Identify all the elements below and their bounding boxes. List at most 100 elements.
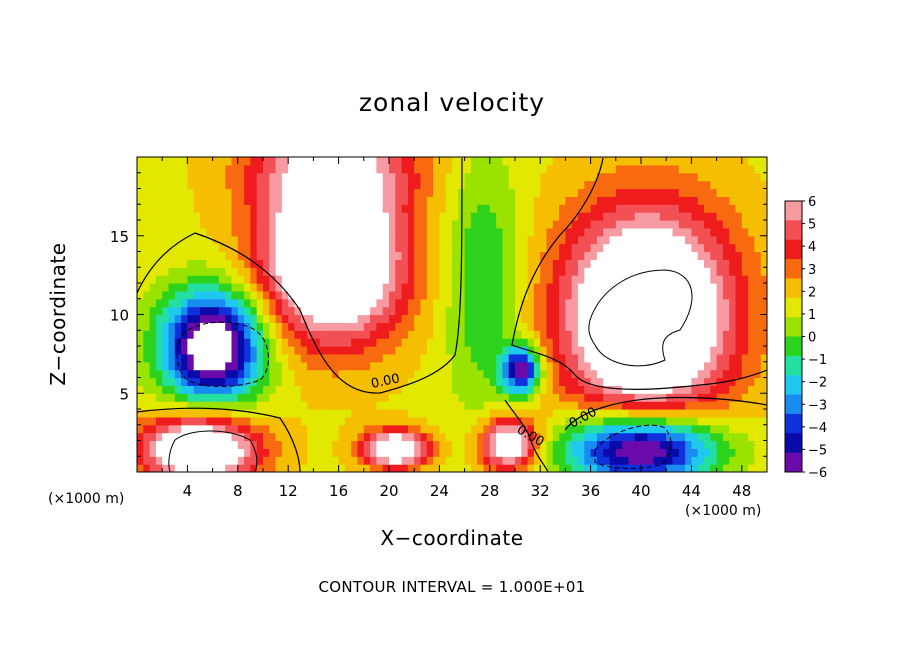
field-cell	[584, 369, 592, 379]
field-cell	[615, 409, 623, 418]
field-cell	[155, 227, 163, 237]
field-cell	[672, 432, 680, 442]
field-cell	[426, 298, 434, 308]
field-cell	[137, 290, 144, 300]
field-cell	[710, 290, 718, 300]
field-cell	[426, 424, 434, 434]
field-cell	[288, 220, 296, 229]
field-cell	[489, 172, 497, 182]
field-cell	[376, 172, 384, 182]
field-cell	[313, 243, 321, 253]
field-cell	[143, 416, 151, 426]
field-cell	[584, 306, 592, 316]
field-cell	[659, 204, 667, 213]
field-cell	[502, 385, 510, 394]
field-cell	[225, 259, 233, 268]
field-cell	[741, 432, 749, 442]
field-cell	[615, 440, 623, 449]
field-cell	[181, 393, 188, 402]
field-cell	[414, 432, 422, 442]
field-cell	[615, 330, 623, 339]
field-cell	[149, 330, 157, 339]
field-cell	[439, 314, 447, 323]
field-cell	[540, 196, 548, 205]
field-cell	[363, 346, 371, 355]
field-cell	[741, 361, 749, 371]
field-cell	[710, 204, 718, 213]
field-cell	[452, 377, 459, 386]
field-cell	[647, 164, 655, 174]
field-cell	[584, 275, 592, 284]
field-cell	[666, 259, 674, 268]
field-cell	[395, 377, 403, 386]
field-cell	[244, 440, 251, 449]
field-cell	[149, 220, 157, 229]
field-cell	[395, 188, 403, 197]
field-cell	[634, 220, 642, 229]
field-cell	[389, 220, 396, 229]
field-cell	[540, 448, 548, 457]
field-cell	[275, 243, 283, 253]
field-cell	[489, 188, 497, 197]
field-cell	[464, 369, 472, 379]
field-cell	[691, 456, 699, 465]
field-cell	[420, 275, 428, 284]
field-cell	[181, 346, 188, 355]
field-cell	[225, 212, 233, 221]
field-cell	[256, 164, 264, 174]
field-cell	[382, 456, 390, 465]
field-cell	[710, 440, 718, 449]
field-cell	[533, 346, 541, 355]
field-cell	[445, 204, 453, 213]
field-cell	[382, 290, 390, 300]
field-cell	[256, 283, 264, 292]
field-cell	[218, 464, 226, 472]
field-cell	[193, 353, 201, 363]
field-cell	[521, 220, 529, 229]
field-cell	[370, 196, 377, 205]
field-cell	[710, 180, 718, 190]
field-cell	[609, 464, 617, 472]
field-cell	[596, 409, 604, 418]
field-cell	[729, 338, 737, 347]
field-cell	[697, 385, 705, 394]
dashed-contour-line	[594, 424, 672, 469]
field-cell	[578, 267, 585, 276]
field-cell	[710, 377, 718, 386]
field-cell	[212, 353, 220, 363]
field-cell	[685, 259, 692, 268]
field-cell	[382, 346, 390, 355]
field-cell	[294, 409, 302, 418]
field-cell	[244, 346, 251, 355]
field-cell	[578, 290, 585, 300]
field-cell	[363, 409, 371, 418]
field-cell	[445, 424, 453, 434]
field-cell	[584, 401, 592, 410]
field-cell	[143, 440, 151, 449]
field-cell	[319, 275, 327, 284]
field-cell	[218, 353, 226, 363]
field-cell	[181, 306, 188, 316]
field-cell	[344, 440, 352, 449]
field-cell	[200, 290, 207, 300]
field-cell	[452, 306, 459, 316]
field-cell	[200, 424, 207, 434]
field-cell	[515, 377, 522, 386]
field-cell	[470, 369, 478, 379]
field-cell	[515, 330, 522, 339]
field-cell	[382, 393, 390, 402]
field-cell	[565, 416, 573, 426]
field-cell	[300, 361, 308, 371]
field-cell	[149, 314, 157, 323]
field-cell	[527, 267, 535, 276]
field-cell	[401, 251, 409, 260]
field-cell	[281, 393, 289, 402]
field-cell	[212, 464, 220, 472]
field-cell	[521, 204, 529, 213]
field-cell	[319, 401, 327, 410]
field-cell	[407, 275, 415, 284]
field-cell	[300, 188, 308, 197]
field-cell	[250, 298, 258, 308]
field-cell	[697, 409, 705, 418]
field-cell	[716, 227, 724, 237]
